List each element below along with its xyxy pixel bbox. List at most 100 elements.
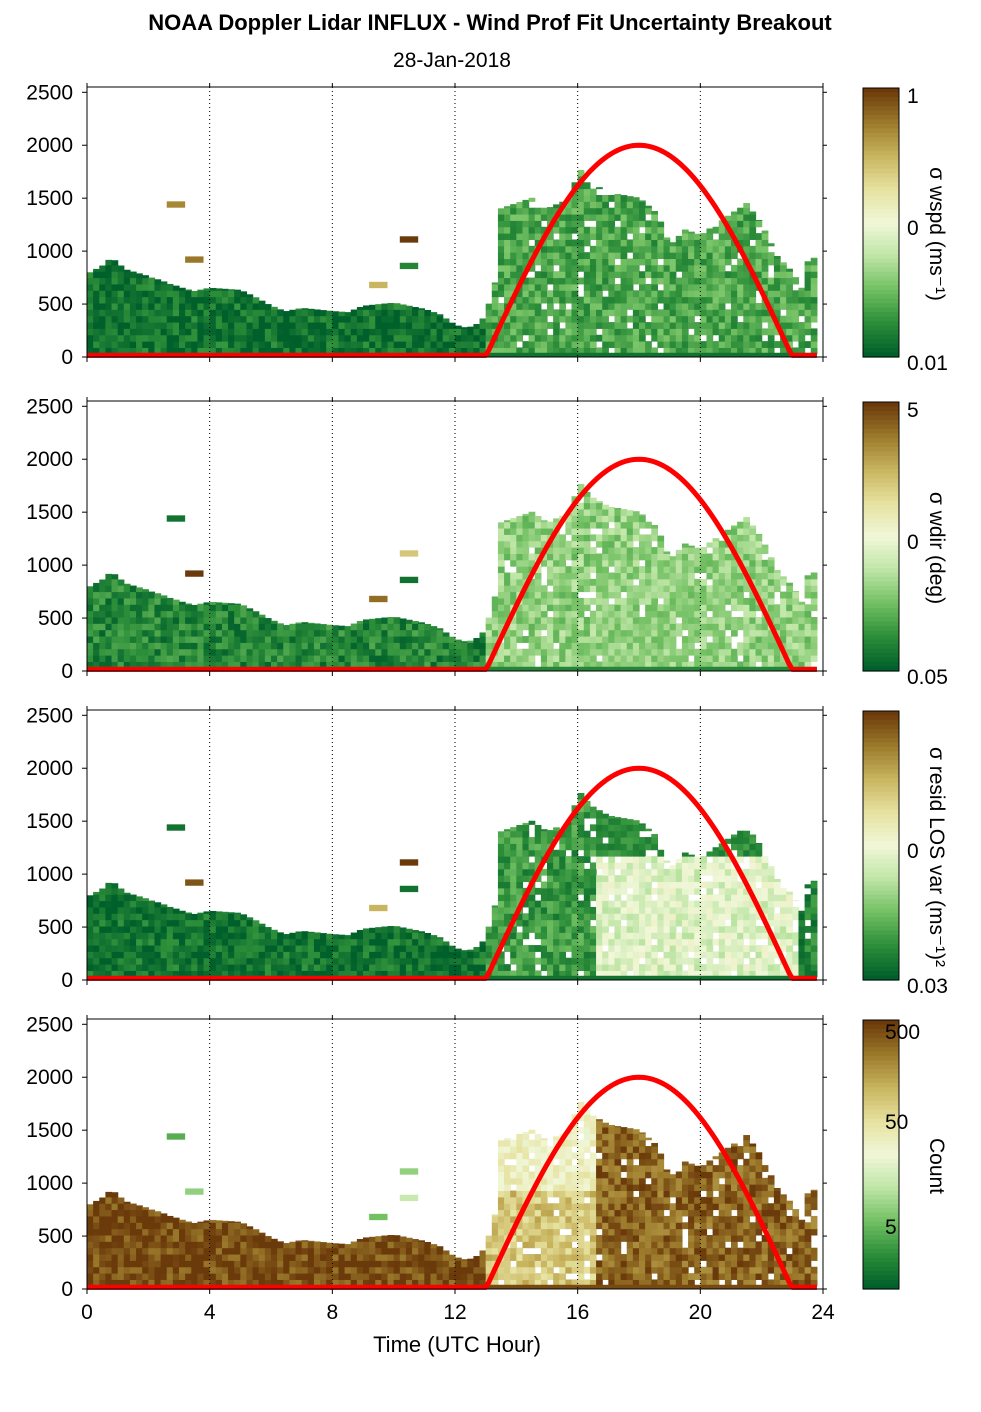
heatmap-cell [651,862,658,870]
heatmap-cell [258,303,266,310]
heatmap-cell [724,566,732,574]
heatmap-cell [694,283,701,291]
heatmap-cell [497,566,505,574]
heatmap-cell [375,334,382,342]
heatmap-cell [657,868,665,876]
heatmap-cell [221,303,229,310]
heatmap-cell [688,239,695,247]
heatmap-cell [737,328,744,336]
heatmap-cell [596,277,603,285]
colorbar-segment [863,186,899,192]
heatmap-cell [528,642,536,650]
heatmap-cell [387,623,395,631]
heatmap-cell [614,283,622,291]
heatmap-cell [602,617,609,624]
heatmap-cell [522,283,530,291]
heatmap-cell [700,938,708,946]
heatmap-cell [412,621,419,624]
heatmap-cell [614,913,622,921]
heatmap-cell [553,629,560,637]
heatmap-cell [442,334,450,342]
heatmap-cell [651,566,658,574]
heatmap-cell [154,932,162,940]
heatmap-cell [731,585,738,593]
heatmap-cell [215,957,223,965]
heatmap-cell [412,661,419,669]
heatmap-cell [418,655,425,662]
heatmap-cell [694,926,701,933]
heatmap-cell [540,830,548,838]
heatmap-cell [645,945,652,952]
colorbar-segment [863,478,899,484]
heatmap-cell [810,648,818,656]
heatmap-cell [136,604,143,612]
heatmap-cell [571,258,579,266]
heatmap-cell [320,655,327,662]
heatmap-cell [516,849,524,857]
heatmap-cell [547,547,554,554]
heatmap-cell [773,296,781,304]
heatmap-cell [105,290,113,298]
isolated-cell [369,281,388,289]
heatmap-cell [614,830,622,838]
heatmap-cell [510,303,517,310]
heatmap-cell [179,951,186,959]
colorbar-segment [863,330,899,336]
heatmap-cell [639,521,646,529]
heatmap-cell [105,887,113,895]
heatmap-cell [271,970,278,978]
heatmap-cell [571,509,579,516]
heatmap-cell [639,315,646,323]
heatmap-cell [773,623,781,631]
heatmap-cell [436,636,444,643]
heatmap-cell [547,938,554,946]
heatmap-cell [589,497,597,504]
heatmap-cell [804,617,812,624]
heatmap-cell [694,597,701,605]
heatmap-cell [706,661,714,669]
heatmap-cell [614,661,622,669]
heatmap-cell [589,252,597,260]
heatmap-cell [363,619,370,624]
heatmap-cell [712,648,720,656]
heatmap-cell [645,900,652,908]
heatmap-cell [571,913,579,921]
heatmap-cell [559,553,566,561]
heatmap-cell [602,504,609,510]
heatmap-cell [197,957,205,965]
heatmap-cell [289,315,297,323]
heatmap-cell [632,511,640,516]
heatmap-cell [221,602,229,605]
heatmap-cell [700,264,708,272]
heatmap-cell [571,932,579,940]
heatmap-cell [559,220,566,228]
heatmap-cell [504,849,511,857]
heatmap-cell [614,862,622,870]
colorbar-segment [863,352,899,358]
heatmap-cell [700,290,708,298]
heatmap-cell [755,219,763,221]
heatmap-cell [700,585,708,593]
heatmap-cell [724,271,732,279]
heatmap-cell [271,629,278,637]
heatmap-cell [510,315,517,323]
heatmap-cell [93,894,100,902]
heatmap-cell [614,604,622,612]
heatmap-cell [632,655,640,662]
colorbar-segment [863,177,899,183]
heatmap-cell [792,290,800,298]
heatmap-cell [755,328,763,336]
heatmap-cell [632,964,640,971]
heatmap-cell [350,970,358,978]
heatmap-cell [381,636,389,643]
heatmap-cell [620,617,628,624]
heatmap-cell [516,636,524,643]
heatmap-cell [596,811,603,819]
heatmap-cell [639,553,646,561]
heatmap-cell [289,938,297,946]
heatmap-cell [547,258,554,266]
y-tick-label: 500 [38,293,73,316]
heatmap-cell [473,964,481,971]
heatmap-cell [583,534,591,542]
heatmap-cell [559,239,566,247]
